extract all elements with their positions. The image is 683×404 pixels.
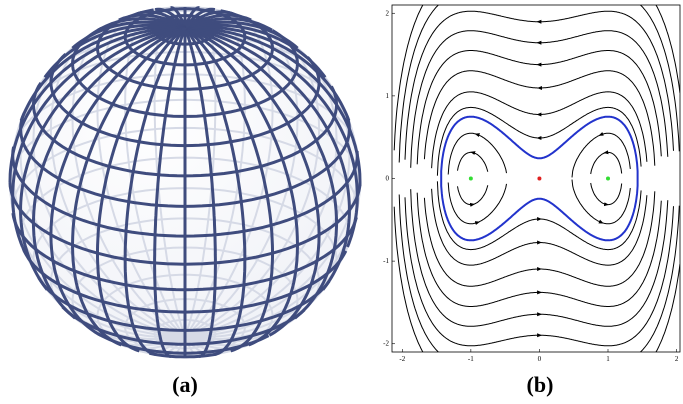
fixed-point [469,177,473,181]
x-tick-label: 0 [538,355,542,363]
x-tick-label: -2 [399,355,405,363]
y-tick-label: 1 [386,92,390,100]
stream-plot: -2 -1 0 1 2 -2 -1 0 1 2 [383,0,680,384]
y-tick-label: -2 [383,340,389,348]
y-tick-label: 0 [386,175,390,183]
y-tick-label: 2 [386,9,390,17]
figure: -2 -1 0 1 2 -2 -1 0 1 2 (a) (b) [0,0,683,404]
sphere [10,7,360,357]
x-tick-label: 1 [606,355,610,363]
fixed-point [606,177,610,181]
caption: (a) [172,372,198,397]
caption: (b) [527,372,554,397]
x-tick-label: -1 [468,355,474,363]
x-tick-label: 2 [675,355,679,363]
fixed-point [537,177,541,181]
y-tick-label: -1 [383,257,389,265]
